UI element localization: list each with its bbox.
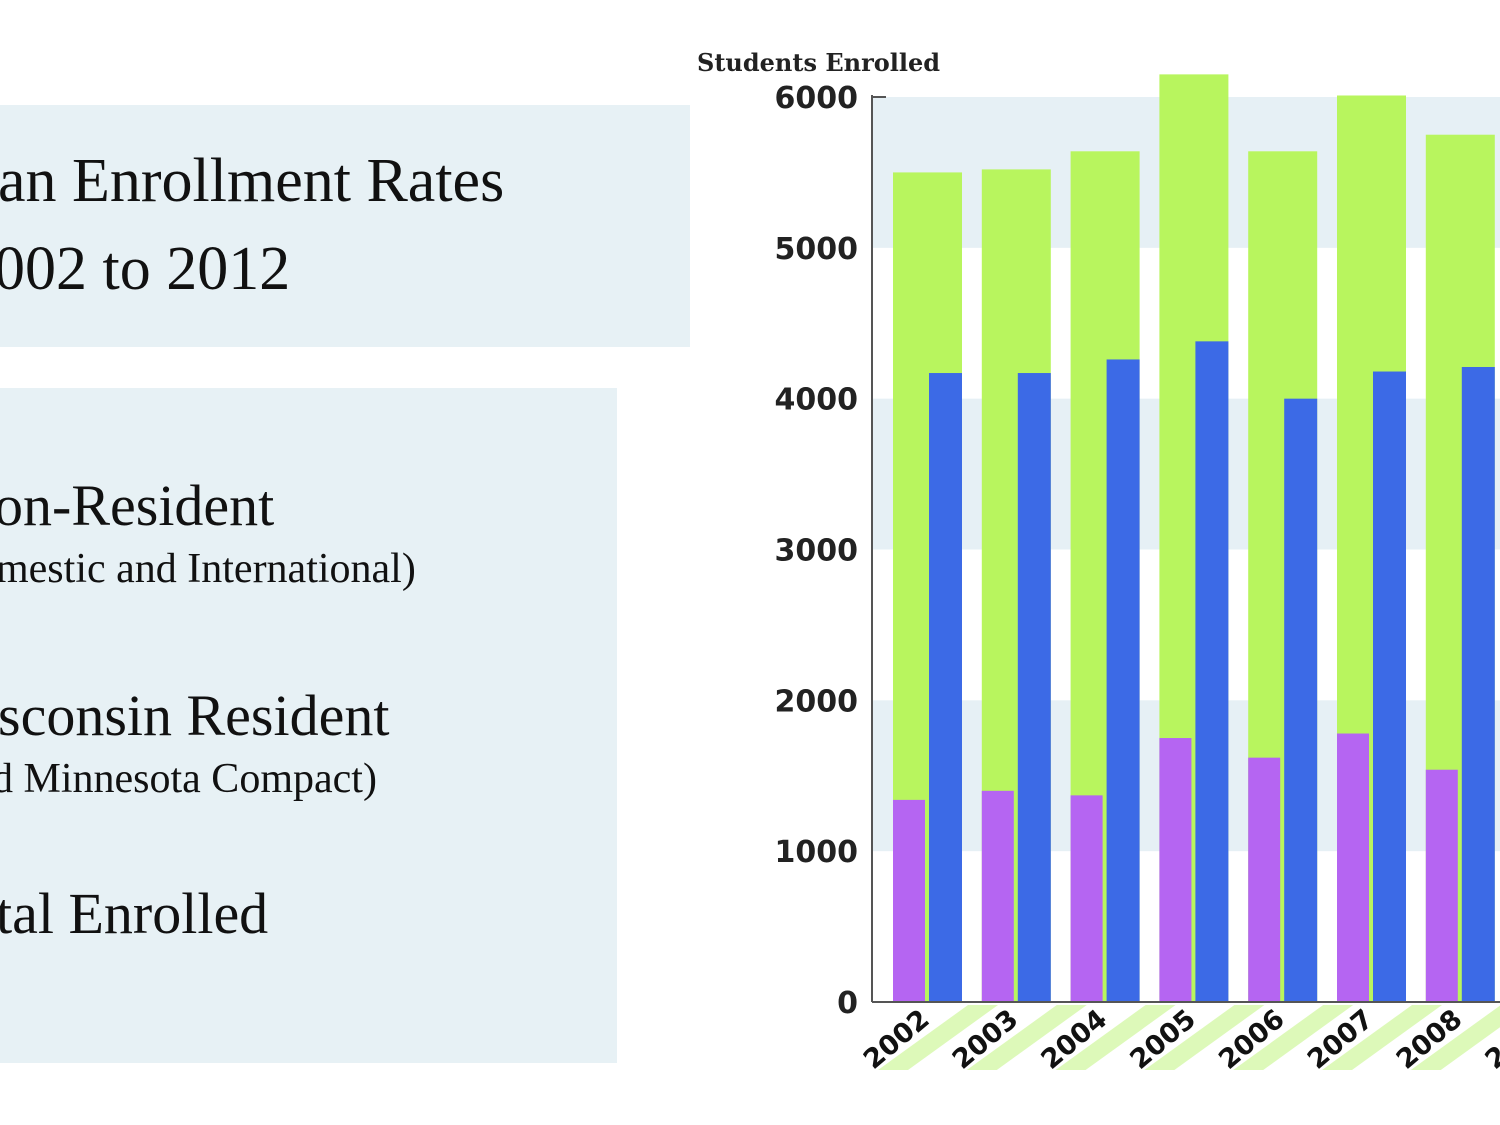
bar-non-resident-2005 — [1159, 738, 1192, 1002]
x-label-stripe — [878, 1005, 998, 1070]
y-axis-title: Students Enrolled — [697, 48, 940, 77]
y-tick-label: 1000 — [775, 835, 859, 870]
y-tick-label: 4000 — [775, 383, 859, 418]
bar-resident-2002 — [929, 373, 962, 1002]
bar-resident-2006 — [1284, 398, 1318, 1003]
x-label-stripe — [1410, 1005, 1500, 1070]
legend-label-total-enrolled: tal Enrolled — [0, 881, 269, 946]
bar-resident-2005 — [1195, 341, 1229, 1003]
x-label-stripe — [1055, 1005, 1176, 1070]
y-tick-label: 0 — [837, 986, 858, 1021]
chart-title-line2: 002 to 2012 — [0, 235, 291, 303]
x-label-stripe — [1233, 1005, 1354, 1070]
bar-non-resident-2007 — [1337, 733, 1369, 1002]
bar-resident-2003 — [1017, 373, 1051, 1002]
x-label-stripe — [1322, 1005, 1442, 1070]
legend-panel — [0, 388, 617, 1063]
bar-resident-2007 — [1373, 371, 1406, 1002]
chart-title-line1: an Enrollment Rates — [0, 147, 505, 215]
legend-sub-non-resident: mestic and International) — [0, 546, 416, 592]
y-tick-label: 6000 — [775, 81, 859, 116]
bar-resident-2004 — [1106, 359, 1140, 1002]
y-tick-label: 5000 — [775, 232, 859, 267]
x-label-stripe — [966, 1005, 1087, 1070]
x-label-stripe — [1144, 1005, 1265, 1070]
y-tick-label: 3000 — [775, 534, 859, 569]
legend-label-wisconsin-resident: sconsin Resident — [0, 683, 390, 748]
bar-non-resident-2003 — [981, 790, 1014, 1002]
bar-non-resident-2002 — [893, 799, 925, 1002]
y-tick-label: 2000 — [775, 684, 859, 719]
legend-label-non-resident: on-Resident — [0, 473, 275, 538]
bar-non-resident-2006 — [1248, 757, 1281, 1002]
bar-non-resident-2004 — [1070, 795, 1103, 1002]
legend-sub-wisconsin-resident: d Minnesota Compact) — [0, 756, 377, 802]
bar-resident-2008 — [1461, 366, 1495, 1002]
bar-non-resident-2008 — [1425, 769, 1458, 1002]
title-panel — [0, 105, 690, 347]
